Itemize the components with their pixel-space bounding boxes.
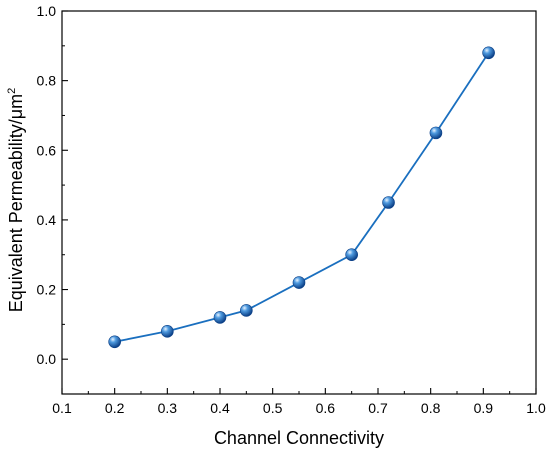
y-axis-title-text: Equivalent Permeability/μm — [6, 94, 26, 312]
y-tick-label: 0.4 — [37, 212, 57, 228]
data-point — [108, 335, 121, 349]
y-axis-ticks: 0.0 0.2 0.4 0.6 0.8 1.0 — [37, 3, 68, 395]
x-tick-label: 0.2 — [105, 400, 125, 416]
data-point — [213, 311, 227, 324]
y-tick-label: 0.8 — [37, 73, 57, 89]
y-tick-label: 0.2 — [37, 282, 57, 298]
series-line — [114, 52, 490, 343]
x-tick-label: 0.5 — [263, 400, 283, 416]
x-axis-title: Channel Connectivity — [214, 428, 384, 448]
data-point — [161, 325, 174, 338]
data-point — [345, 248, 358, 262]
y-tick-label: 1.0 — [37, 3, 57, 19]
x-tick-label: 0.7 — [368, 400, 388, 416]
y-tick-label: 0.6 — [37, 142, 57, 158]
x-tick-label: 1.0 — [526, 400, 546, 416]
y-axis-title-superscript: 2 — [6, 88, 18, 94]
data-point — [429, 126, 443, 140]
x-tick-label: 0.3 — [158, 400, 178, 416]
x-axis-ticks: 0.1 0.2 0.3 0.4 0.5 0.6 0.7 0.8 0.9 1.0 — [52, 388, 546, 416]
data-point — [240, 304, 253, 317]
plot-frame — [61, 10, 537, 395]
data-point — [382, 196, 395, 209]
y-axis-title: Equivalent Permeability/μm2 — [6, 88, 26, 313]
data-points — [108, 46, 495, 349]
y-tick-label: 0.0 — [37, 351, 57, 367]
x-tick-label: 0.8 — [421, 400, 441, 416]
x-tick-label: 0.9 — [474, 400, 494, 416]
data-point — [482, 46, 495, 60]
data-point — [292, 276, 306, 289]
x-tick-label: 0.1 — [52, 400, 72, 416]
x-tick-label: 0.4 — [210, 400, 230, 416]
x-tick-label: 0.6 — [316, 400, 336, 416]
